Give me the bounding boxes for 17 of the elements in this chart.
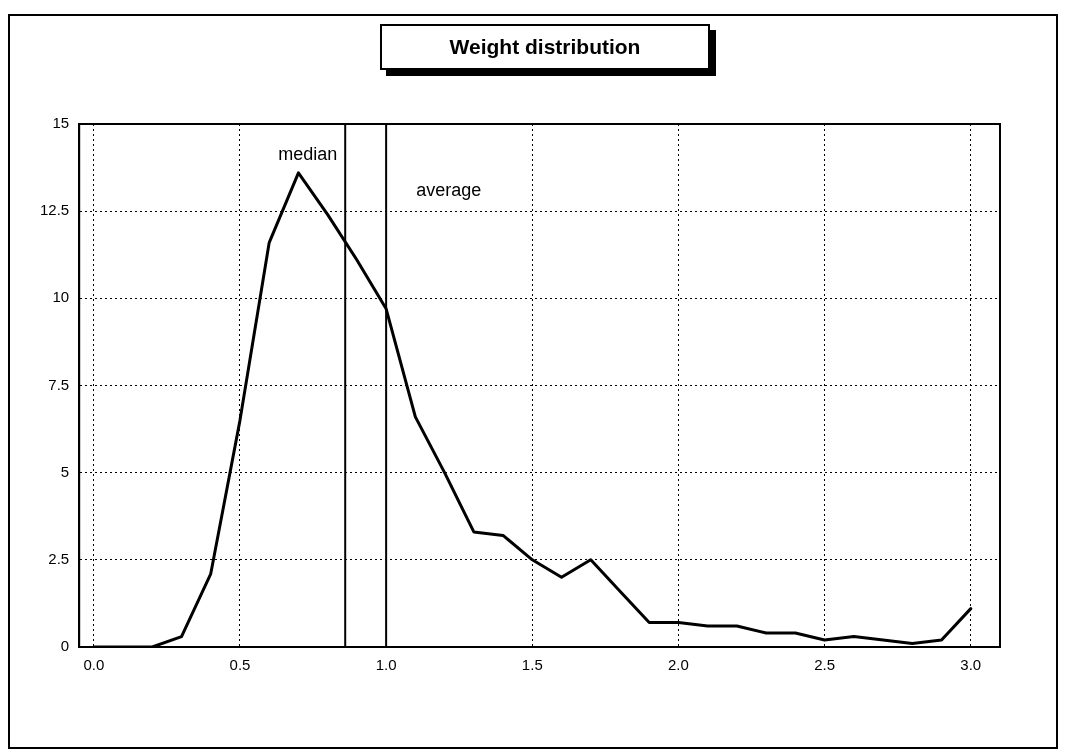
x-tick-label: 1.5: [521, 656, 543, 674]
x-tick-label: 0.5: [229, 656, 251, 674]
y-tick-label: 15: [52, 114, 70, 132]
y-tick-label: 5: [60, 462, 70, 480]
x-tick-label: 3.0: [960, 656, 982, 674]
y-tick-label: 12.5: [39, 201, 70, 219]
y-tick-label: 2.5: [48, 549, 70, 567]
y-tick-label: 0: [60, 637, 70, 655]
y-tick-label: 10: [52, 288, 70, 306]
x-tick-label: 2.5: [814, 656, 836, 674]
ref-line-label: median: [278, 143, 338, 164]
y-tick-label: 7.5: [48, 375, 70, 393]
x-tick-label: 1.0: [375, 656, 397, 674]
x-tick-label: 0.0: [83, 656, 105, 674]
chart-title: Weight distribution: [380, 24, 710, 70]
ref-line-label: average: [416, 179, 482, 200]
x-tick-label: 2.0: [668, 656, 689, 674]
